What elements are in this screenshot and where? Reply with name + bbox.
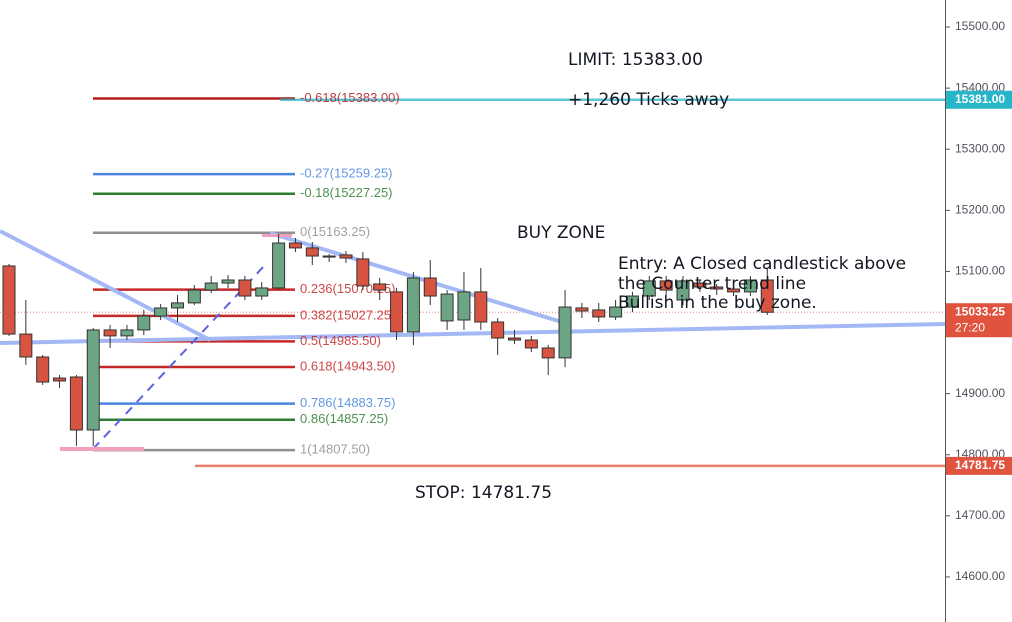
candle-body [305,247,319,257]
candle-body [592,309,606,318]
candle-body [457,291,471,321]
candle-body [524,339,538,349]
candle-body [19,333,33,358]
candle-body [69,376,83,431]
buy-zone-note: BUY ZONE [517,223,605,243]
candle-body [390,291,404,333]
candle-body [609,306,623,318]
y-tick-label: 14900.00 [955,386,1005,400]
candle-body [137,315,151,331]
entry-note: Entry: A Closed candlestick above [618,254,906,274]
candle-body [659,280,673,291]
candle-body [760,279,774,313]
candle-body [238,279,252,297]
fib-label: -0.618(15383.00) [300,90,400,105]
price-tag [946,90,1012,109]
candle-body [356,258,370,287]
fib-label: -0.27(15259.25) [300,166,393,181]
candle-body [541,347,555,359]
entry-note: the Counter trend line [618,274,806,294]
marker [262,234,292,237]
y-tick-label: 15500.00 [955,19,1005,33]
candle-body [272,242,286,289]
candle-body [727,288,741,293]
candle-body [103,329,117,337]
candle-body [693,282,707,288]
candle-body [575,307,589,312]
price-tag [946,456,1012,475]
price-tag-label: 14781.75 [955,458,1005,472]
price-tag [946,303,1012,338]
candle-body [558,306,572,359]
fib-label: 0(15163.25) [300,224,370,239]
candle-body [440,293,454,322]
candle-body [642,280,656,297]
fib-trend-line [92,264,266,450]
limit-note: LIMIT: 15383.00 [568,50,703,70]
price-tag-timer: 27:20 [955,320,985,334]
candle-body [508,337,521,341]
trend-line [0,229,211,342]
candle-body [743,279,757,293]
y-tick-label: 15200.00 [955,203,1005,217]
candle-body [710,286,724,290]
candle-body [154,307,168,317]
candle-body [474,291,488,323]
candle-body [255,287,269,297]
candle-body [676,280,690,301]
candle-body [86,329,100,431]
candle-body [322,255,336,258]
ticks-note: +1,260 Ticks away [568,90,729,110]
candle-body [406,277,420,333]
fib-label: 0.86(14857.25) [300,411,388,426]
candle-body [288,242,302,249]
fib-label: 0.786(14883.75) [300,395,395,410]
candle-body [120,329,134,337]
candle-body [2,265,16,335]
fib-label: 0.382(15027.25) [300,307,395,322]
y-tick-label: 15100.00 [955,264,1005,278]
candle-body [339,254,353,259]
fib-label: 0.618(14943.50) [300,358,395,373]
candle-body [373,283,387,291]
fib-label: -0.18(15227.25) [300,185,393,200]
price-tag-label: 15033.25 [955,304,1005,318]
fib-label: 0.5(14985.50) [300,333,381,348]
candle-body [423,277,437,297]
y-tick-label: 15300.00 [955,141,1005,155]
trend-line [0,322,946,345]
candle-body [171,302,184,309]
entry-note: Bullish in the buy zone. [618,293,817,313]
fib-label: 0.236(15070.25) [300,281,395,296]
candle-body [221,279,235,284]
y-tick-label: 14700.00 [955,508,1005,522]
candle-body [204,282,218,291]
stop-note: STOP: 14781.75 [415,483,552,503]
fib-label: 1(14807.50) [300,442,370,457]
candle-body [625,295,639,308]
y-tick-label: 14600.00 [955,569,1005,583]
candle-body [491,321,505,339]
price-tag-label: 15381.00 [955,92,1005,106]
marker [60,447,144,451]
candle-body [187,289,201,304]
candle-body [36,356,50,383]
candle-body [53,377,67,382]
